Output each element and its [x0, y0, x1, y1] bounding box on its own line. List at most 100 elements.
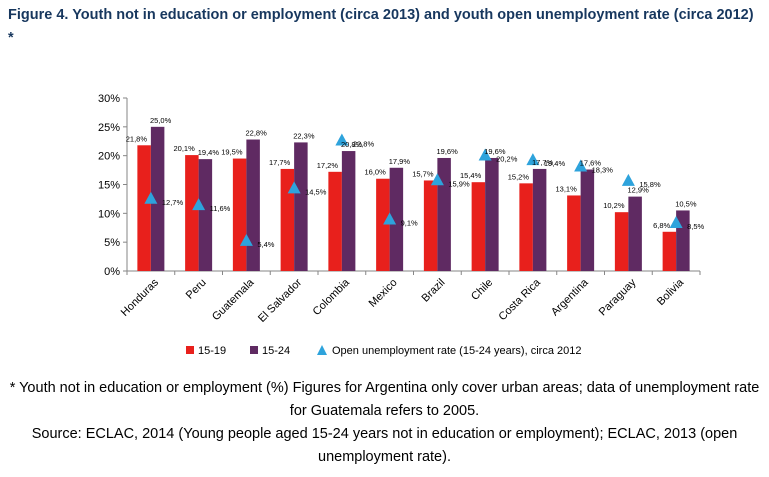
- x-tick-label: Colombia: [311, 276, 353, 318]
- bar-label-15-19: 15,4%: [460, 171, 482, 180]
- bar-label-15-19: 20,1%: [173, 144, 195, 153]
- marker-label: 19,4%: [544, 159, 566, 168]
- bar-15-24: [532, 168, 547, 271]
- bars-layer: [137, 126, 690, 271]
- unemployment-marker: [335, 133, 349, 146]
- bar-15-19: [232, 158, 247, 271]
- bar-15-19: [471, 182, 486, 271]
- legend-label-unemployment: Open unemployment rate (15-24 years), ci…: [332, 345, 581, 357]
- markers-layer: [144, 133, 683, 246]
- y-tick-label: 30%: [98, 93, 120, 105]
- x-tick-label: Argentina: [549, 276, 591, 318]
- bar-label-15-24: 25,0%: [150, 116, 172, 125]
- legend-label-15-24: 15-24: [262, 345, 290, 357]
- legend-swatch-15-24: [250, 346, 258, 354]
- bar-15-19: [280, 168, 295, 271]
- x-tick-label: Brazil: [420, 277, 448, 305]
- x-axis: Honduras Peru Guatemala El Salvador Colombia…: [119, 270, 701, 325]
- y-tick-label: 25%: [98, 122, 120, 134]
- marker-label: 15,9%: [448, 179, 470, 188]
- bar-label-15-19: 17,7%: [269, 158, 291, 167]
- x-tick-label: Bolivia: [655, 276, 687, 308]
- bar-label-15-24: 17,7%: [532, 158, 554, 167]
- y-tick-label: 0%: [104, 266, 120, 278]
- y-tick-label: 20%: [98, 151, 120, 163]
- bar-15-24: [580, 169, 595, 271]
- legend-swatch-15-19: [186, 346, 194, 354]
- bar-15-24: [485, 157, 499, 271]
- bar-label-15-24: 17,6%: [580, 159, 602, 168]
- footnote: * Youth not in education or employment (…: [9, 380, 760, 419]
- bar-label-15-19: 21,8%: [126, 134, 148, 143]
- unemployment-marker: [287, 181, 301, 194]
- marker-label: 15,8%: [639, 180, 661, 189]
- marker-label: 12,7%: [162, 198, 184, 207]
- bar-label-15-24: 17,9%: [389, 157, 411, 166]
- unemployment-marker: [526, 153, 540, 166]
- bar-15-24: [389, 167, 404, 271]
- bar-15-19: [137, 145, 151, 271]
- y-axis: 0% 5% 10% 15% 20% 25% 30%: [98, 93, 128, 278]
- data-labels-layer: 21,8%25,0%12,7%20,1% 19,4%11,6%19,5%22,8%…: [126, 116, 705, 249]
- bar-label-15-19: 6,8%: [653, 221, 670, 230]
- y-tick-label: 15%: [98, 180, 120, 192]
- bar-15-19: [614, 212, 629, 271]
- bar-label-15-24: 22,3%: [293, 131, 315, 140]
- bar-label-15-24: 22,8%: [245, 129, 267, 138]
- marker-label: 20,2%: [496, 155, 518, 164]
- figure-title: Figure 4. Youth not in education or empl…: [8, 7, 754, 46]
- bar-label-15-24: 20,8%: [341, 140, 363, 149]
- bar-15-19: [423, 180, 438, 271]
- bar-15-19: [567, 195, 581, 271]
- marker-label: 8,5%: [687, 222, 704, 231]
- x-tick-label: Chile: [469, 277, 495, 303]
- legend-marker-unemployment: [317, 345, 327, 355]
- bar-15-19: [519, 183, 533, 271]
- bar-15-19: [328, 171, 342, 271]
- bar-label-15-19: 19,5%: [221, 148, 243, 157]
- bar-15-24: [150, 126, 165, 271]
- bar-label-15-19: 15,7%: [412, 169, 434, 178]
- bar-label-15-24: 19,6%: [484, 147, 506, 156]
- bar-15-24: [437, 157, 451, 271]
- bar-label-15-24: 12,9%: [627, 186, 649, 195]
- marker-label: 22,8%: [353, 140, 375, 149]
- marker-label: 5,4%: [257, 240, 274, 249]
- unemployment-marker: [669, 215, 683, 228]
- x-tick-label: Mexico: [367, 277, 400, 310]
- x-tick-label: Guatemala: [210, 276, 257, 323]
- bar-15-24: [246, 139, 260, 271]
- marker-label: 18,3%: [592, 165, 614, 174]
- bar-15-24: [676, 210, 690, 271]
- bar-label-15-24: 10,5%: [675, 199, 697, 208]
- bar-15-19: [376, 178, 390, 271]
- source-note: Source: ECLAC, 2014 (Young people aged 1…: [31, 426, 738, 465]
- unemployment-marker: [192, 198, 206, 211]
- unemployment-marker: [478, 148, 492, 161]
- unemployment-marker: [430, 173, 444, 186]
- bar-label-15-19: 10,2%: [603, 201, 625, 210]
- figure-notes: * Youth not in education or employment (…: [0, 377, 769, 469]
- y-tick-label: 5%: [104, 237, 120, 249]
- x-tick-label: Peru: [184, 277, 209, 302]
- unemployment-marker: [383, 212, 397, 225]
- bar-label-15-19: 13,1%: [555, 184, 577, 193]
- x-tick-label: Costa Rica: [496, 276, 543, 323]
- bar-label-15-19: 15,2%: [508, 172, 530, 181]
- marker-label: 11,6%: [210, 204, 231, 213]
- x-tick-label: Honduras: [119, 276, 162, 319]
- marker-label: 9,1%: [401, 219, 418, 228]
- bar-15-24: [198, 159, 213, 271]
- bar-15-24: [294, 142, 308, 271]
- x-tick-label: El Salvador: [256, 276, 304, 324]
- bar-label-15-24: 19,4%: [198, 148, 220, 157]
- bar-label-15-24: 19,6%: [436, 147, 458, 156]
- unemployment-marker: [574, 159, 588, 172]
- legend-label-15-19: 15-19: [198, 345, 226, 357]
- unemployment-marker: [621, 173, 635, 186]
- x-tick-label: Paraguay: [597, 276, 639, 318]
- bar-15-19: [662, 231, 677, 271]
- unemployment-marker: [144, 191, 158, 204]
- bar-15-24: [341, 151, 356, 271]
- bar-15-24: [628, 196, 642, 271]
